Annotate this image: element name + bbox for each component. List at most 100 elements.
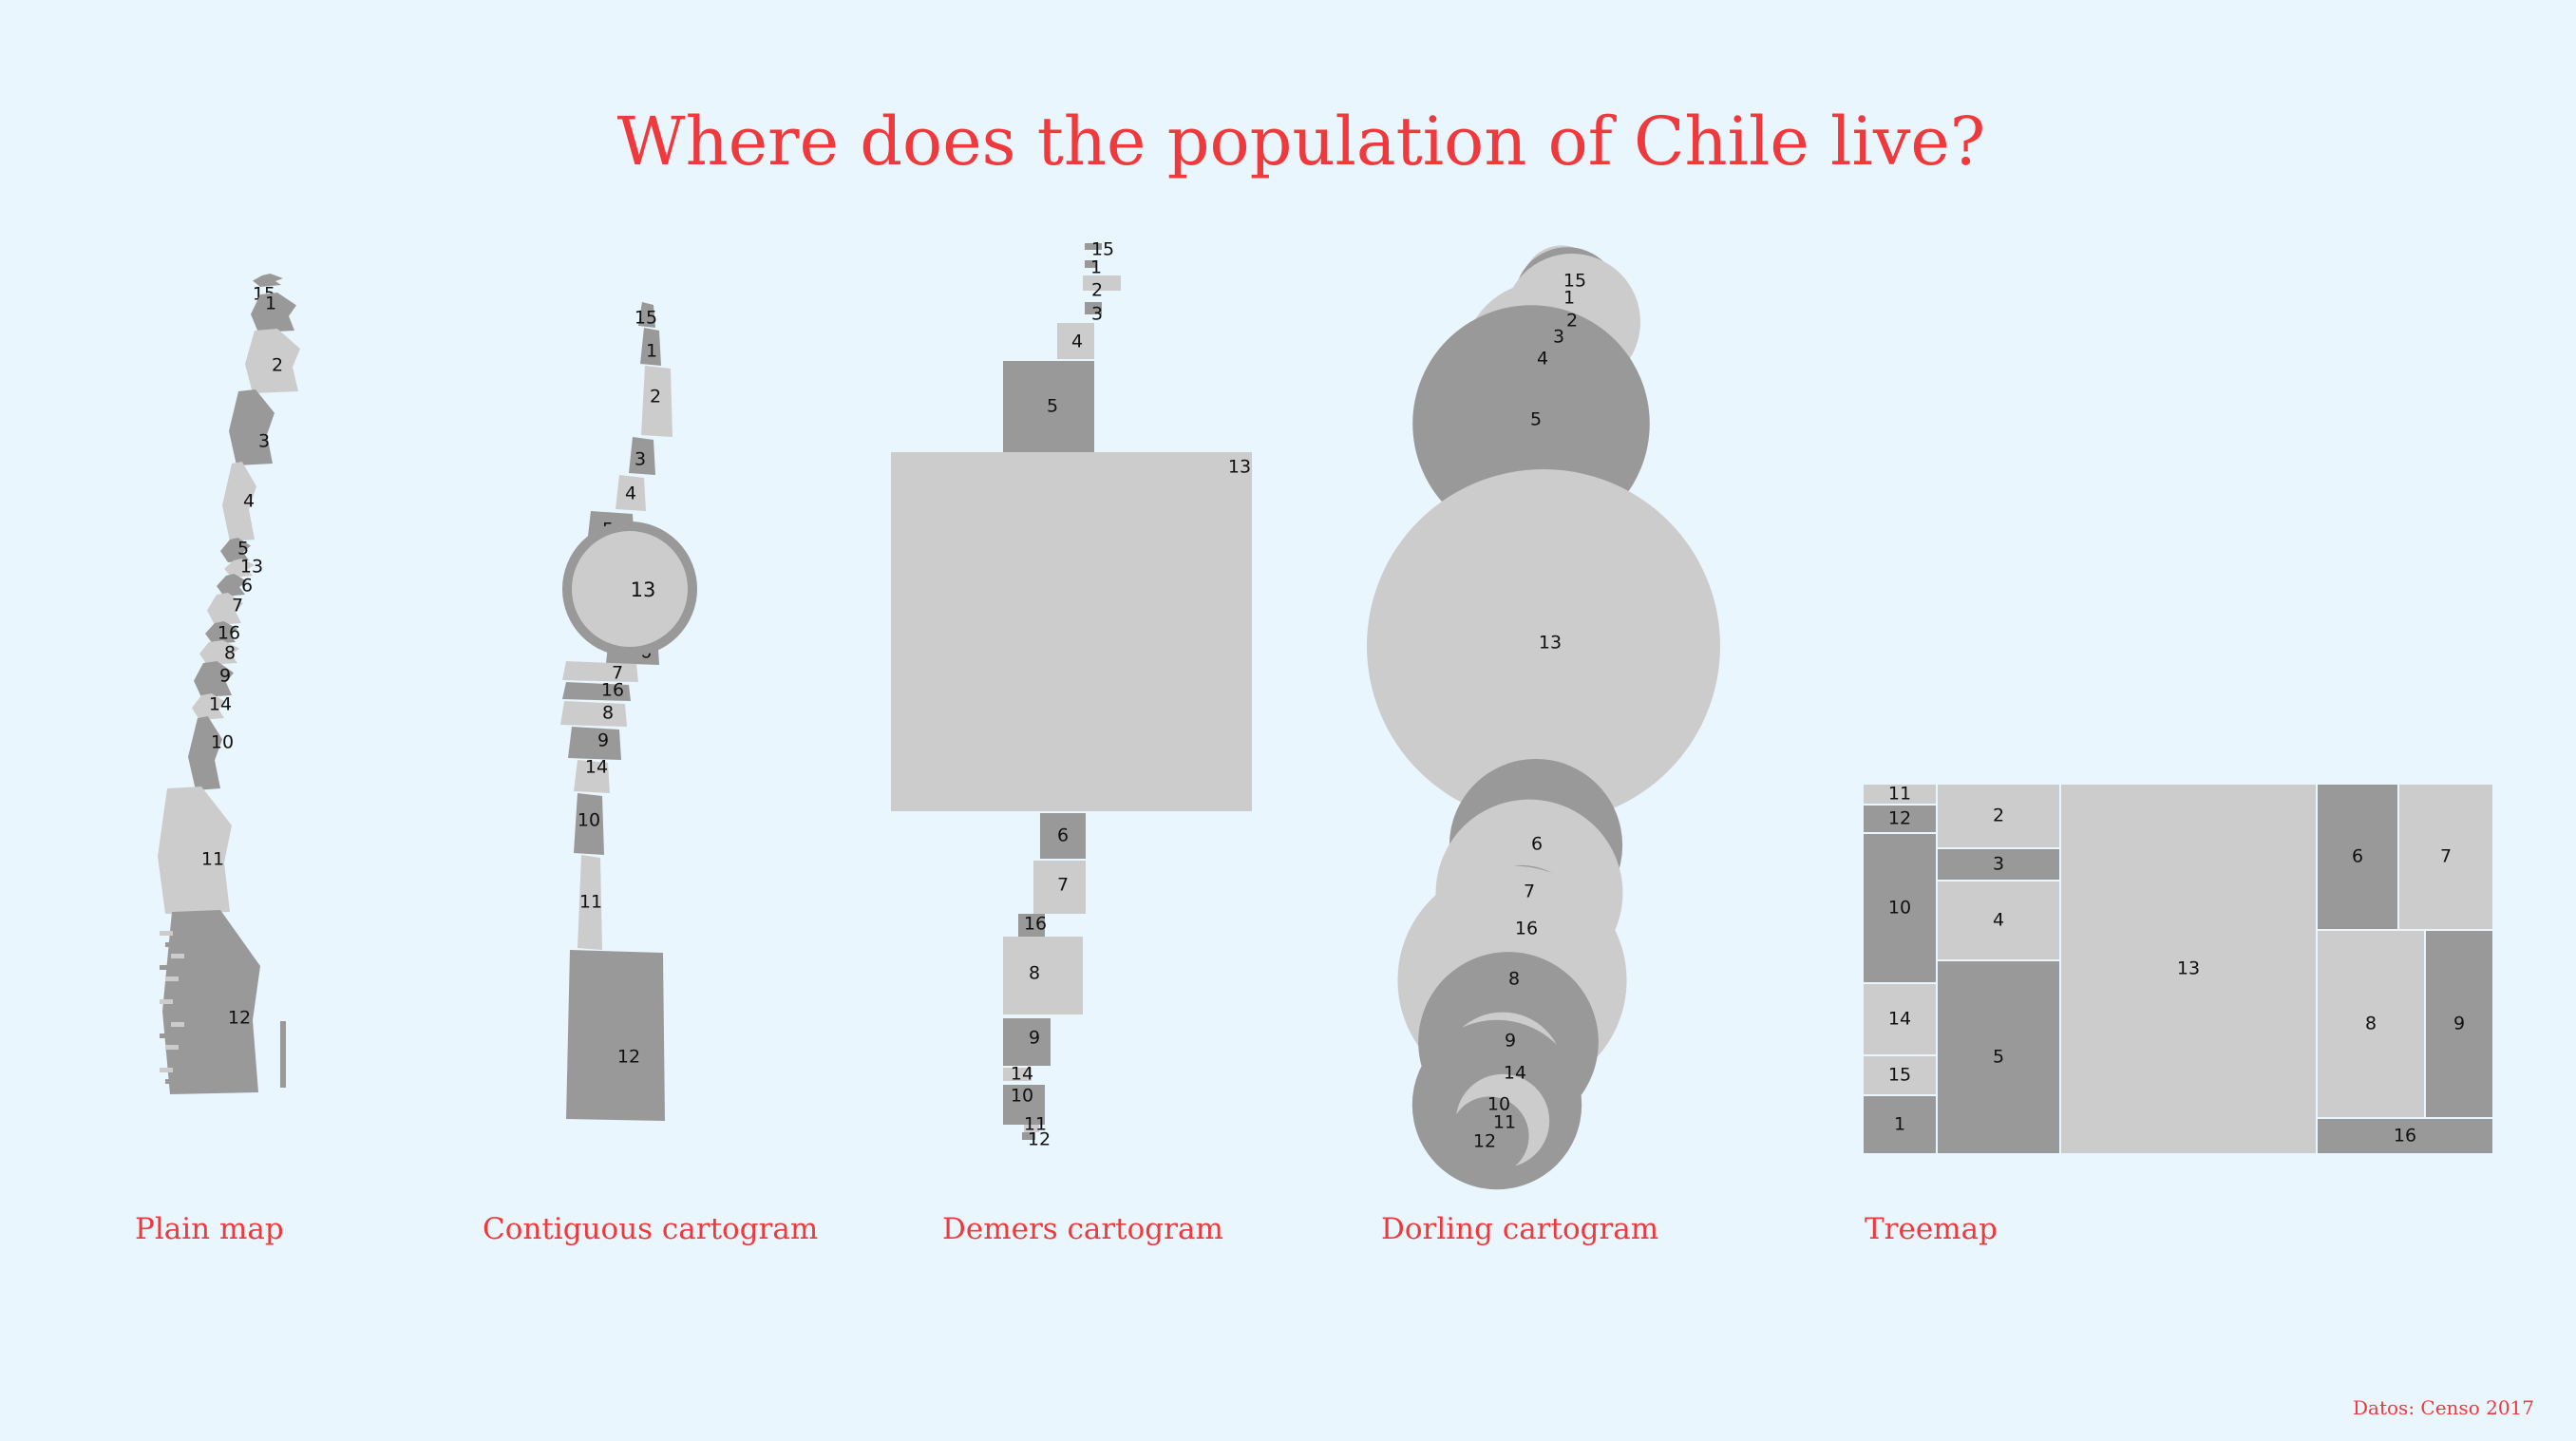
demers-square-11 [1024, 1125, 1039, 1132]
plain-island [165, 976, 179, 981]
dorling-label-9: 9 [1505, 1031, 1516, 1052]
demers-square-8 [1003, 937, 1083, 1014]
plain-island [160, 965, 173, 970]
demers-label-4: 4 [1071, 332, 1083, 352]
plain-label-3: 3 [258, 431, 270, 452]
plain-island [165, 1045, 179, 1050]
treemap-cell-6 [2318, 785, 2397, 929]
treemap-cell-16 [2318, 1119, 2492, 1153]
treemap-label-15: 15 [1888, 1065, 1911, 1086]
plain-label-4: 4 [243, 491, 255, 512]
contig-label-11: 11 [579, 892, 602, 913]
plain-island [171, 988, 184, 993]
treemap-cell-3 [1938, 849, 2059, 880]
treemap-cell-7 [2399, 785, 2492, 929]
plain-island [160, 1068, 173, 1072]
plain-island [165, 1011, 179, 1015]
dorling-label-12: 12 [1473, 1131, 1496, 1152]
treemap-cell-2 [1938, 785, 2059, 847]
contig-region-2 [641, 366, 672, 437]
demers-square-10 [1003, 1085, 1045, 1125]
panel-label-contiguous-cartogram: Contiguous cartogram [483, 1212, 819, 1246]
dorling-label-14: 14 [1504, 1063, 1526, 1084]
treemap-cell-4 [1938, 882, 2059, 959]
demers-square-9 [1003, 1018, 1051, 1066]
plain-island [171, 1022, 184, 1027]
panel-label-demers-cartogram: Demers cartogram [942, 1212, 1223, 1246]
demers-label-13: 13 [1228, 457, 1251, 478]
demers-label-15: 15 [1091, 239, 1114, 260]
dorling-label-6: 6 [1531, 834, 1543, 855]
contig-label-15: 15 [635, 308, 657, 329]
treemap-label-5: 5 [1993, 1047, 2004, 1068]
contig-region-13 [562, 521, 697, 656]
demers-square-13 [891, 452, 1252, 811]
dorling-label-3: 3 [1553, 327, 1564, 348]
source-note: Datos: Censo 2017 [2353, 1396, 2534, 1419]
plain-label-9: 9 [219, 666, 231, 687]
dorling-label-13: 13 [1539, 633, 1562, 654]
contig-region-8 [560, 701, 627, 727]
plain-region-16 [205, 621, 237, 644]
contig-label-10: 10 [578, 810, 600, 831]
demers-label-8: 8 [1029, 963, 1040, 984]
contig-region-7 [562, 661, 638, 682]
treemap-label-4: 4 [1993, 910, 2004, 931]
dorling-label-4: 4 [1537, 349, 1548, 370]
treemap-cell-15 [1864, 1056, 1936, 1094]
treemap-label-3: 3 [1993, 854, 2004, 875]
treemap-cell-1 [1864, 1096, 1936, 1153]
plain-region-5 [220, 538, 251, 562]
dorling-label-10: 10 [1487, 1094, 1510, 1115]
dorling-bubble-12 [1449, 1096, 1529, 1176]
treemap-label-2: 2 [1993, 806, 2004, 826]
plain-region-2 [245, 329, 300, 393]
treemap-label-9: 9 [2453, 1014, 2465, 1034]
contiguous-cartogram: 15123456716891410111213 [560, 302, 697, 1121]
dorling-label-16: 16 [1515, 919, 1538, 939]
plain-region-1 [251, 293, 296, 332]
plain-label-8: 8 [224, 643, 236, 664]
plain-island [160, 931, 173, 936]
treemap-label-1: 1 [1894, 1114, 1905, 1135]
dorling-label-11: 11 [1493, 1112, 1516, 1133]
plain-island [171, 954, 184, 958]
demers-square-6 [1040, 813, 1086, 859]
plain-region-11 [158, 787, 232, 914]
plain-region-13 [224, 559, 255, 578]
contig-label-7: 7 [612, 663, 623, 684]
treemap-label-8: 8 [2365, 1014, 2377, 1034]
plain-label-2: 2 [272, 355, 283, 376]
contig-label-16: 16 [601, 680, 624, 701]
contig-region-14 [574, 760, 610, 793]
treemap-label-12: 12 [1888, 808, 1911, 829]
contig-region-4 [616, 475, 646, 511]
treemap-cell-14 [1864, 984, 1936, 1054]
demers-label-14: 14 [1011, 1064, 1033, 1085]
dorling-label-7: 7 [1524, 882, 1535, 902]
plain-region-14 [192, 693, 226, 720]
treemap-cell-11 [1864, 785, 1936, 804]
plain-region-12-edge [280, 1021, 286, 1088]
demers-square-5 [1003, 361, 1094, 452]
demers-square-3 [1085, 302, 1102, 314]
demers-square-2 [1083, 275, 1121, 291]
plain-label-12: 12 [228, 1008, 251, 1029]
treemap-cell-5 [1938, 961, 2059, 1153]
contig-region-15 [638, 302, 655, 328]
demers-square-4 [1057, 323, 1094, 359]
chart-title: Where does the population of Chile live? [616, 103, 1986, 180]
demers-square-7 [1033, 861, 1086, 914]
demers-label-5: 5 [1047, 396, 1058, 417]
dorling-label-5: 5 [1530, 409, 1542, 430]
plain-island [160, 1033, 173, 1038]
demers-label-10: 10 [1011, 1086, 1033, 1107]
plain-region-6 [217, 574, 247, 597]
panel-label-treemap: Treemap [1865, 1212, 1998, 1246]
demers-label-16: 16 [1024, 914, 1047, 935]
plain-region-8 [199, 640, 239, 665]
demers-square-1 [1085, 260, 1097, 268]
contig-label-13: 13 [631, 578, 656, 601]
